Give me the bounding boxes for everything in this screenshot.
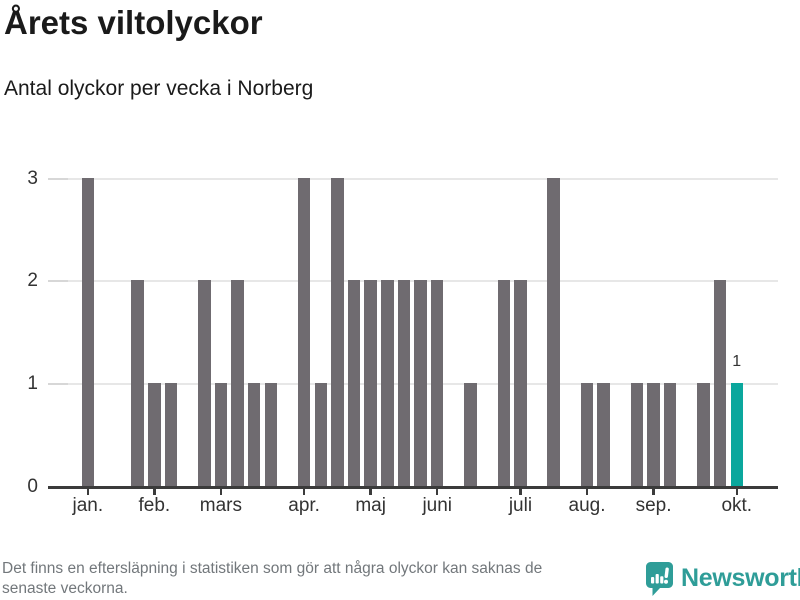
- bar-week-34: [630, 383, 644, 487]
- x-tick-label-apr: apr.: [288, 495, 320, 516]
- bar-week-26: [497, 280, 511, 487]
- page-title: Årets viltolyckor: [4, 4, 263, 41]
- bar-week-21: [414, 280, 427, 487]
- chart-subtitle: Antal olyckor per vecka i Norberg: [4, 77, 314, 100]
- bar-week-31: [580, 383, 594, 487]
- bar-week-16: [331, 177, 344, 487]
- gridline-y3: [48, 177, 778, 180]
- footer-note-line1: Det finns en eftersläpning i statistiken…: [2, 560, 543, 577]
- bar-week-24: [464, 383, 477, 487]
- bar-week-20: [397, 280, 411, 487]
- y-axis-label: 2: [27, 270, 38, 292]
- bar-week-38: [697, 383, 710, 487]
- x-tick-mark: [219, 489, 223, 495]
- y-axis-label: 3: [27, 167, 38, 189]
- x-tick-label-okt: okt.: [721, 495, 753, 516]
- bar-week-8: [198, 280, 211, 487]
- gridline-y2: [48, 280, 778, 283]
- x-tick-mark: [369, 489, 372, 495]
- x-tick-mark: [735, 489, 738, 495]
- bar-week-17: [347, 280, 361, 487]
- bar-week-6: [164, 383, 178, 487]
- bar-week-36: [663, 383, 677, 487]
- bar-week-39: [713, 280, 727, 487]
- x-tick-mark: [585, 489, 589, 495]
- y-axis-label: 0: [27, 476, 38, 497]
- bar-week-18: [364, 280, 377, 487]
- x-tick-mark: [519, 489, 522, 495]
- bar-week-27: [514, 280, 527, 487]
- y-axis-label: 1: [27, 373, 38, 395]
- x-tick-label-feb: feb.: [138, 495, 171, 516]
- bar-week-15: [314, 383, 327, 487]
- x-tick-mark: [302, 489, 306, 495]
- y-tick-mark: [48, 383, 68, 386]
- y-tick-mark: [48, 177, 68, 180]
- x-tick-mark: [86, 489, 90, 495]
- x-tick-mark: [435, 489, 439, 495]
- footer-note: Det finns en eftersläpning i statistiken…: [2, 559, 542, 598]
- x-axis-line: [48, 486, 778, 489]
- bar-week-29: [547, 177, 560, 487]
- bar-week-12: [264, 383, 278, 487]
- bar-week-35: [647, 383, 660, 487]
- x-tick-label-sep: sep.: [635, 495, 672, 516]
- x-tick-mark: [153, 489, 156, 495]
- newsworthy-bubble-chart-icon: [646, 562, 673, 600]
- bar-week-40: [730, 383, 743, 487]
- bar-week-4: [131, 280, 144, 487]
- bar-week-22: [430, 280, 444, 487]
- x-tick-label-aug: aug.: [568, 495, 606, 516]
- gridline-y1: [48, 383, 778, 386]
- bar-week-5: [148, 383, 161, 487]
- bar-week-9: [214, 383, 228, 487]
- footer-note-line2: senaste veckorna.: [2, 579, 128, 597]
- bar-week-10: [231, 280, 244, 487]
- bar-week-1: [81, 177, 95, 487]
- bar-week-32: [597, 383, 610, 487]
- x-tick-label-jan: jan.: [72, 495, 104, 516]
- x-tick-label-mars: mars: [199, 495, 243, 516]
- highlight-value-label: 1: [732, 353, 742, 371]
- bar-week-14: [297, 177, 311, 487]
- newsworthy-logo-text: Newsworthy: [681, 564, 800, 592]
- y-tick-mark: [48, 280, 68, 283]
- x-tick-mark: [652, 489, 655, 495]
- x-tick-label-juli: juli: [508, 495, 533, 516]
- bar-week-19: [381, 280, 394, 487]
- newsworthy-logo[interactable]: Newsworthy: [646, 562, 800, 600]
- bar-week-11: [247, 383, 261, 487]
- plot-area: jan. feb. mars apr. maj juni juli aug. sep. okt. 1: [48, 160, 778, 516]
- x-tick-label-maj: maj: [355, 495, 386, 516]
- x-tick-label-juni: juni: [422, 495, 453, 516]
